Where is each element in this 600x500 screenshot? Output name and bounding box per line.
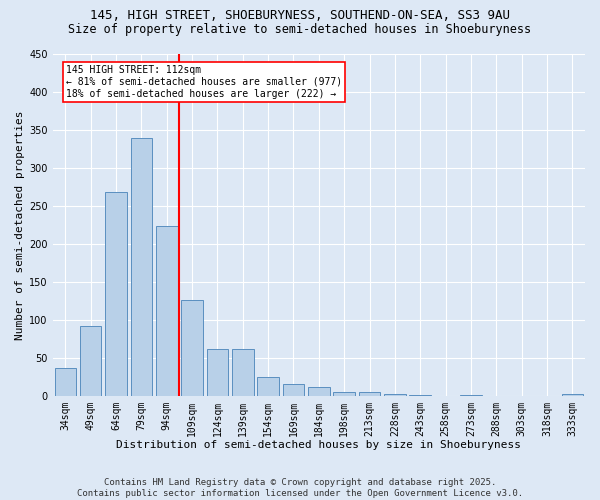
Bar <box>55 368 76 396</box>
Bar <box>460 395 482 396</box>
Text: Contains HM Land Registry data © Crown copyright and database right 2025.
Contai: Contains HM Land Registry data © Crown c… <box>77 478 523 498</box>
Bar <box>359 392 380 396</box>
Bar <box>80 326 101 396</box>
Bar <box>257 376 279 396</box>
Y-axis label: Number of semi-detached properties: Number of semi-detached properties <box>15 110 25 340</box>
Text: Size of property relative to semi-detached houses in Shoeburyness: Size of property relative to semi-detach… <box>68 22 532 36</box>
Bar <box>131 138 152 396</box>
Bar <box>562 394 583 396</box>
Bar <box>181 300 203 396</box>
Bar <box>334 392 355 396</box>
Bar <box>308 388 329 396</box>
Bar <box>206 348 228 396</box>
Bar <box>283 384 304 396</box>
Text: 145, HIGH STREET, SHOEBURYNESS, SOUTHEND-ON-SEA, SS3 9AU: 145, HIGH STREET, SHOEBURYNESS, SOUTHEND… <box>90 9 510 22</box>
Bar <box>384 394 406 396</box>
Bar <box>105 192 127 396</box>
X-axis label: Distribution of semi-detached houses by size in Shoeburyness: Distribution of semi-detached houses by … <box>116 440 521 450</box>
Bar <box>232 348 254 396</box>
Bar <box>409 395 431 396</box>
Bar <box>156 226 178 396</box>
Text: 145 HIGH STREET: 112sqm
← 81% of semi-detached houses are smaller (977)
18% of s: 145 HIGH STREET: 112sqm ← 81% of semi-de… <box>66 66 342 98</box>
